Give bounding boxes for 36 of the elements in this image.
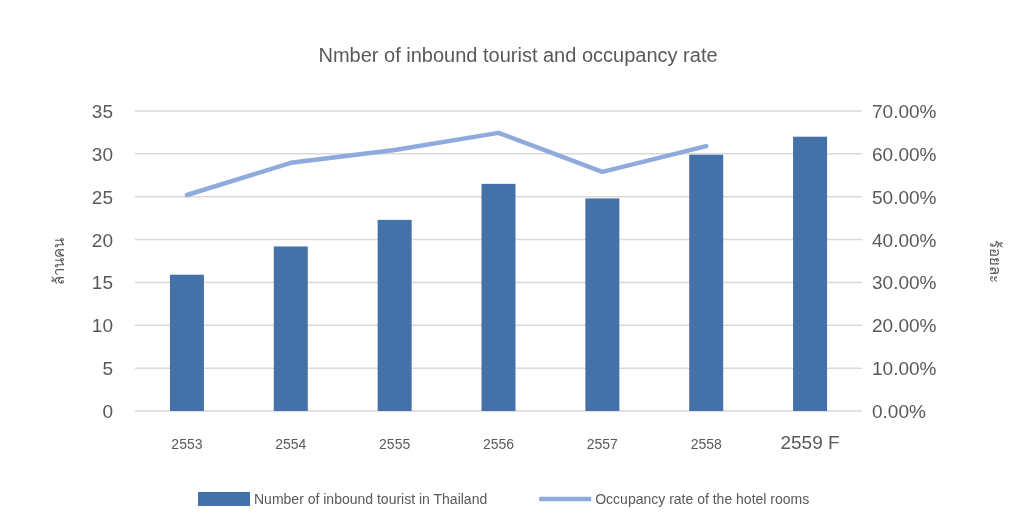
bar	[377, 219, 412, 411]
x-tick-label: 2553	[171, 436, 203, 452]
y-tick-label: 15	[91, 272, 113, 294]
y2-tick-label: 30.00%	[872, 272, 937, 294]
y-tick-label: 0	[102, 401, 113, 422]
bar	[585, 198, 620, 411]
bar	[169, 274, 204, 411]
bar	[689, 154, 724, 411]
x-tick-label: 2554	[275, 436, 307, 452]
y2-tick-label: 60.00%	[872, 143, 937, 165]
y-tick-label: 5	[102, 358, 113, 380]
y-axis-title: ล้านคน	[50, 237, 67, 285]
x-tick-label: 2556	[482, 436, 515, 452]
y-tick-label: 20	[91, 229, 113, 251]
y2-tick-label: 20.00%	[872, 315, 937, 337]
bar	[793, 136, 828, 411]
chart-title: Nmber of inbound tourist and occupancy rate	[318, 44, 718, 66]
y-tick-label: 25	[91, 186, 113, 208]
y2-tick-label: 50.00%	[872, 186, 937, 208]
x-tick-label: 2559 F	[780, 432, 840, 453]
y2-tick-label: 70.00%	[872, 101, 937, 122]
y-tick-label: 35	[91, 101, 113, 122]
y2-tick-label: 40.00%	[872, 229, 937, 251]
y2-tick-label: 10.00%	[872, 358, 937, 380]
y2-axis-title: ร้อยละ	[987, 239, 1004, 283]
bar	[273, 246, 308, 411]
bar	[481, 183, 516, 411]
y-tick-label: 10	[91, 315, 113, 337]
x-tick-label: 2555	[379, 436, 411, 452]
x-tick-label: 2557	[586, 436, 619, 452]
legend-label: Occupancy rate of the hotel rooms	[595, 491, 810, 507]
line-series	[184, 130, 709, 198]
y2-tick-label: 0.00%	[872, 401, 926, 422]
legend-label: Number of inbound tourist in Thailand	[254, 491, 488, 507]
x-tick-label: 2558	[690, 436, 722, 452]
y-tick-label: 30	[91, 143, 113, 165]
